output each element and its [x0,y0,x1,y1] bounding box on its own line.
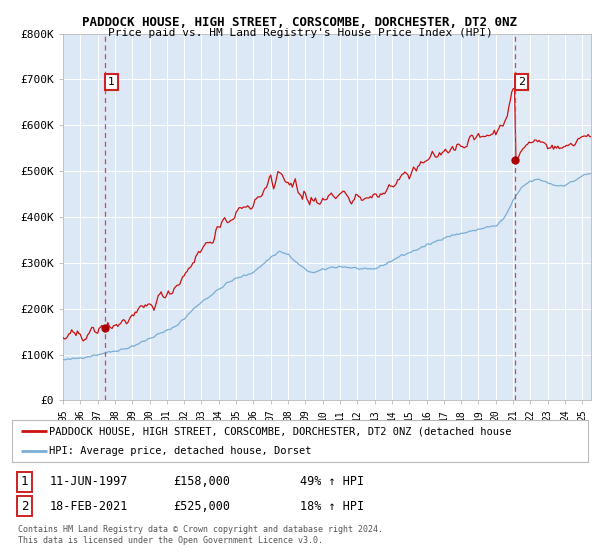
Bar [515,34,591,400]
Text: 2: 2 [21,500,28,513]
Text: Contains HM Land Registry data © Crown copyright and database right 2024.
This d: Contains HM Land Registry data © Crown c… [18,525,383,545]
Text: 18% ↑ HPI: 18% ↑ HPI [300,500,364,513]
Text: 11-JUN-1997: 11-JUN-1997 [49,475,128,488]
Text: PADDOCK HOUSE, HIGH STREET, CORSCOMBE, DORCHESTER, DT2 0NZ: PADDOCK HOUSE, HIGH STREET, CORSCOMBE, D… [83,16,517,29]
Text: £158,000: £158,000 [173,475,230,488]
Text: 49% ↑ HPI: 49% ↑ HPI [300,475,364,488]
Text: 1: 1 [21,475,28,488]
Text: Price paid vs. HM Land Registry's House Price Index (HPI): Price paid vs. HM Land Registry's House … [107,28,493,38]
Text: 18-FEB-2021: 18-FEB-2021 [49,500,128,513]
Text: £525,000: £525,000 [173,500,230,513]
Text: 2: 2 [518,77,525,87]
Text: PADDOCK HOUSE, HIGH STREET, CORSCOMBE, DORCHESTER, DT2 0NZ (detached house: PADDOCK HOUSE, HIGH STREET, CORSCOMBE, D… [49,426,512,436]
Text: HPI: Average price, detached house, Dorset: HPI: Average price, detached house, Dors… [49,446,312,456]
Text: 1: 1 [108,77,115,87]
